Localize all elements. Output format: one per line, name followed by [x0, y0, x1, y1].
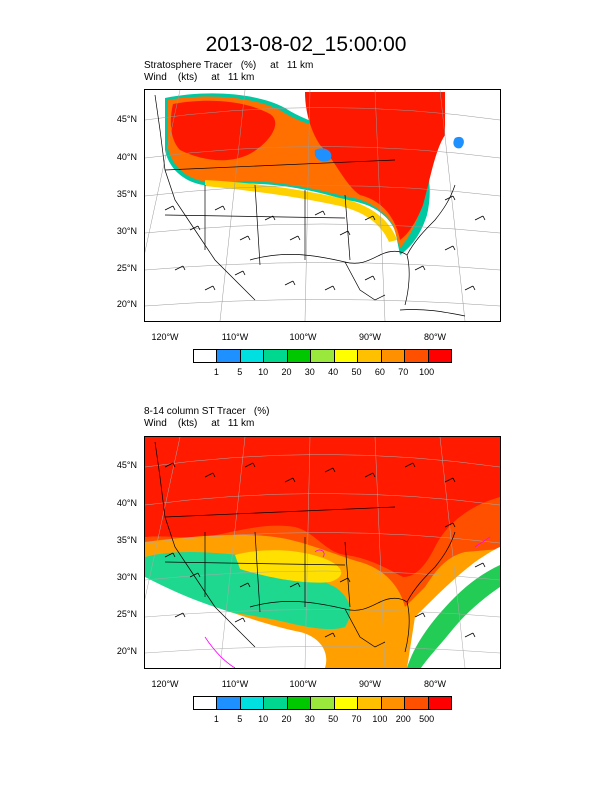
bottom-colorbar-swatch — [194, 697, 218, 709]
top-coastlines — [154, 94, 466, 317]
top-lon-label: 120°W — [151, 332, 179, 342]
top-colorbar-label: 70 — [398, 367, 409, 377]
top-colorbar-label: 10 — [258, 367, 269, 377]
top-map-canvas — [145, 90, 500, 321]
bottom-colorbar-swatch — [311, 697, 335, 709]
bottom-lat-label: 35°N — [116, 535, 137, 545]
top-lat-label: 30°N — [116, 226, 137, 236]
bottom-subtitle-2: Wind (kts) at 11 km — [144, 418, 255, 429]
top-colorbar-swatch — [217, 350, 241, 362]
bottom-lat-label: 40°N — [116, 498, 137, 508]
bottom-colorbar-label: 70 — [351, 714, 362, 724]
bottom-map-canvas — [145, 437, 500, 668]
top-colorbar-label: 20 — [281, 367, 292, 377]
bottom-colorbar-label: 500 — [419, 714, 435, 724]
top-colorbar-swatch — [194, 350, 218, 362]
bottom-colorbar-swatch — [334, 697, 359, 709]
top-colorbar-label: 40 — [328, 367, 339, 377]
top-colorbar-swatch — [287, 350, 312, 362]
top-lon-label: 100°W — [289, 332, 317, 342]
bottom-coastlines — [154, 441, 456, 653]
bottom-lat-label: 30°N — [116, 572, 137, 582]
bottom-colorbar-swatch — [381, 697, 406, 709]
top-subtitle-2: Wind (kts) at 11 km — [144, 72, 255, 83]
top-wind-barbs — [164, 195, 486, 291]
bottom-colorbar-label: 50 — [328, 714, 339, 724]
bottom-colorbar-label: 1 — [213, 714, 219, 724]
bottom-lat-label: 45°N — [116, 460, 137, 470]
top-colorbar-swatch — [358, 350, 382, 362]
bottom-colorbar-swatch — [287, 697, 312, 709]
bottom-colorbar-label: 20 — [281, 714, 292, 724]
bottom-tracer-white — [145, 577, 327, 668]
bottom-lon-label: 110°W — [221, 679, 249, 689]
top-colorbar-swatch — [334, 350, 359, 362]
top-colorbar-label: 1 — [213, 367, 219, 377]
bottom-lon-label: 100°W — [289, 679, 317, 689]
top-tracer-blue-blob-2 — [453, 136, 464, 149]
top-lat-label: 25°N — [116, 263, 137, 273]
bottom-colorbar-label: 200 — [395, 714, 411, 724]
top-lon-label: 110°W — [221, 332, 249, 342]
top-tracer-core-east — [305, 92, 445, 240]
top-colorbar-swatch — [264, 350, 288, 362]
bottom-lat-label: 20°N — [116, 646, 137, 656]
top-colorbar-swatch — [311, 350, 335, 362]
top-lat-label: 45°N — [116, 114, 137, 124]
bottom-colorbar-swatch — [358, 697, 382, 709]
bottom-lon-label: 120°W — [151, 679, 179, 689]
top-colorbar-swatch — [428, 350, 451, 362]
top-colorbar-label: 100 — [419, 367, 435, 377]
bottom-wind-barbs — [164, 462, 486, 638]
top-map — [144, 89, 501, 322]
top-lon-label: 90°W — [358, 332, 382, 342]
top-tracer-blue-blob — [314, 148, 332, 162]
bottom-tracer-yellow — [235, 550, 342, 583]
bottom-map — [144, 436, 501, 669]
top-colorbar-label: 50 — [351, 367, 362, 377]
bottom-lon-label: 90°W — [358, 679, 382, 689]
top-colorbar-label: 30 — [304, 367, 315, 377]
top-subtitle-1: Stratosphere Tracer (%) at 11 km — [144, 60, 314, 71]
bottom-lon-label: 80°W — [423, 679, 447, 689]
bottom-tracer-green-east — [407, 565, 500, 668]
bottom-colorbar — [193, 696, 452, 710]
bottom-colorbar-label: 10 — [258, 714, 269, 724]
bottom-tracer-red — [145, 437, 500, 577]
bottom-colorbar-swatch — [240, 697, 265, 709]
bottom-colorbar-swatch — [405, 697, 429, 709]
bottom-lat-label: 25°N — [116, 609, 137, 619]
top-colorbar-swatch — [240, 350, 265, 362]
bottom-magenta-contours — [204, 536, 491, 668]
bottom-colorbar-label: 30 — [304, 714, 315, 724]
top-colorbar-label: 60 — [374, 367, 385, 377]
top-colorbar-label: 5 — [237, 367, 243, 377]
top-tracer-yellow-band — [205, 180, 397, 242]
bottom-colorbar-swatch — [217, 697, 241, 709]
bottom-colorbar-swatch — [264, 697, 288, 709]
plot-title: 2013-08-02_15:00:00 — [205, 33, 407, 56]
top-lon-label: 80°W — [423, 332, 447, 342]
bottom-subtitle-1: 8-14 column ST Tracer (%) — [144, 406, 270, 417]
bottom-colorbar-label: 100 — [372, 714, 388, 724]
top-lat-label: 35°N — [116, 189, 137, 199]
top-colorbar-swatch — [405, 350, 429, 362]
top-tracer-core — [170, 100, 276, 161]
bottom-colorbar-swatch — [428, 697, 451, 709]
top-lat-label: 20°N — [116, 299, 137, 309]
bottom-colorbar-label: 5 — [237, 714, 243, 724]
top-lat-label: 40°N — [116, 152, 137, 162]
top-colorbar-swatch — [381, 350, 406, 362]
top-colorbar — [193, 349, 452, 363]
